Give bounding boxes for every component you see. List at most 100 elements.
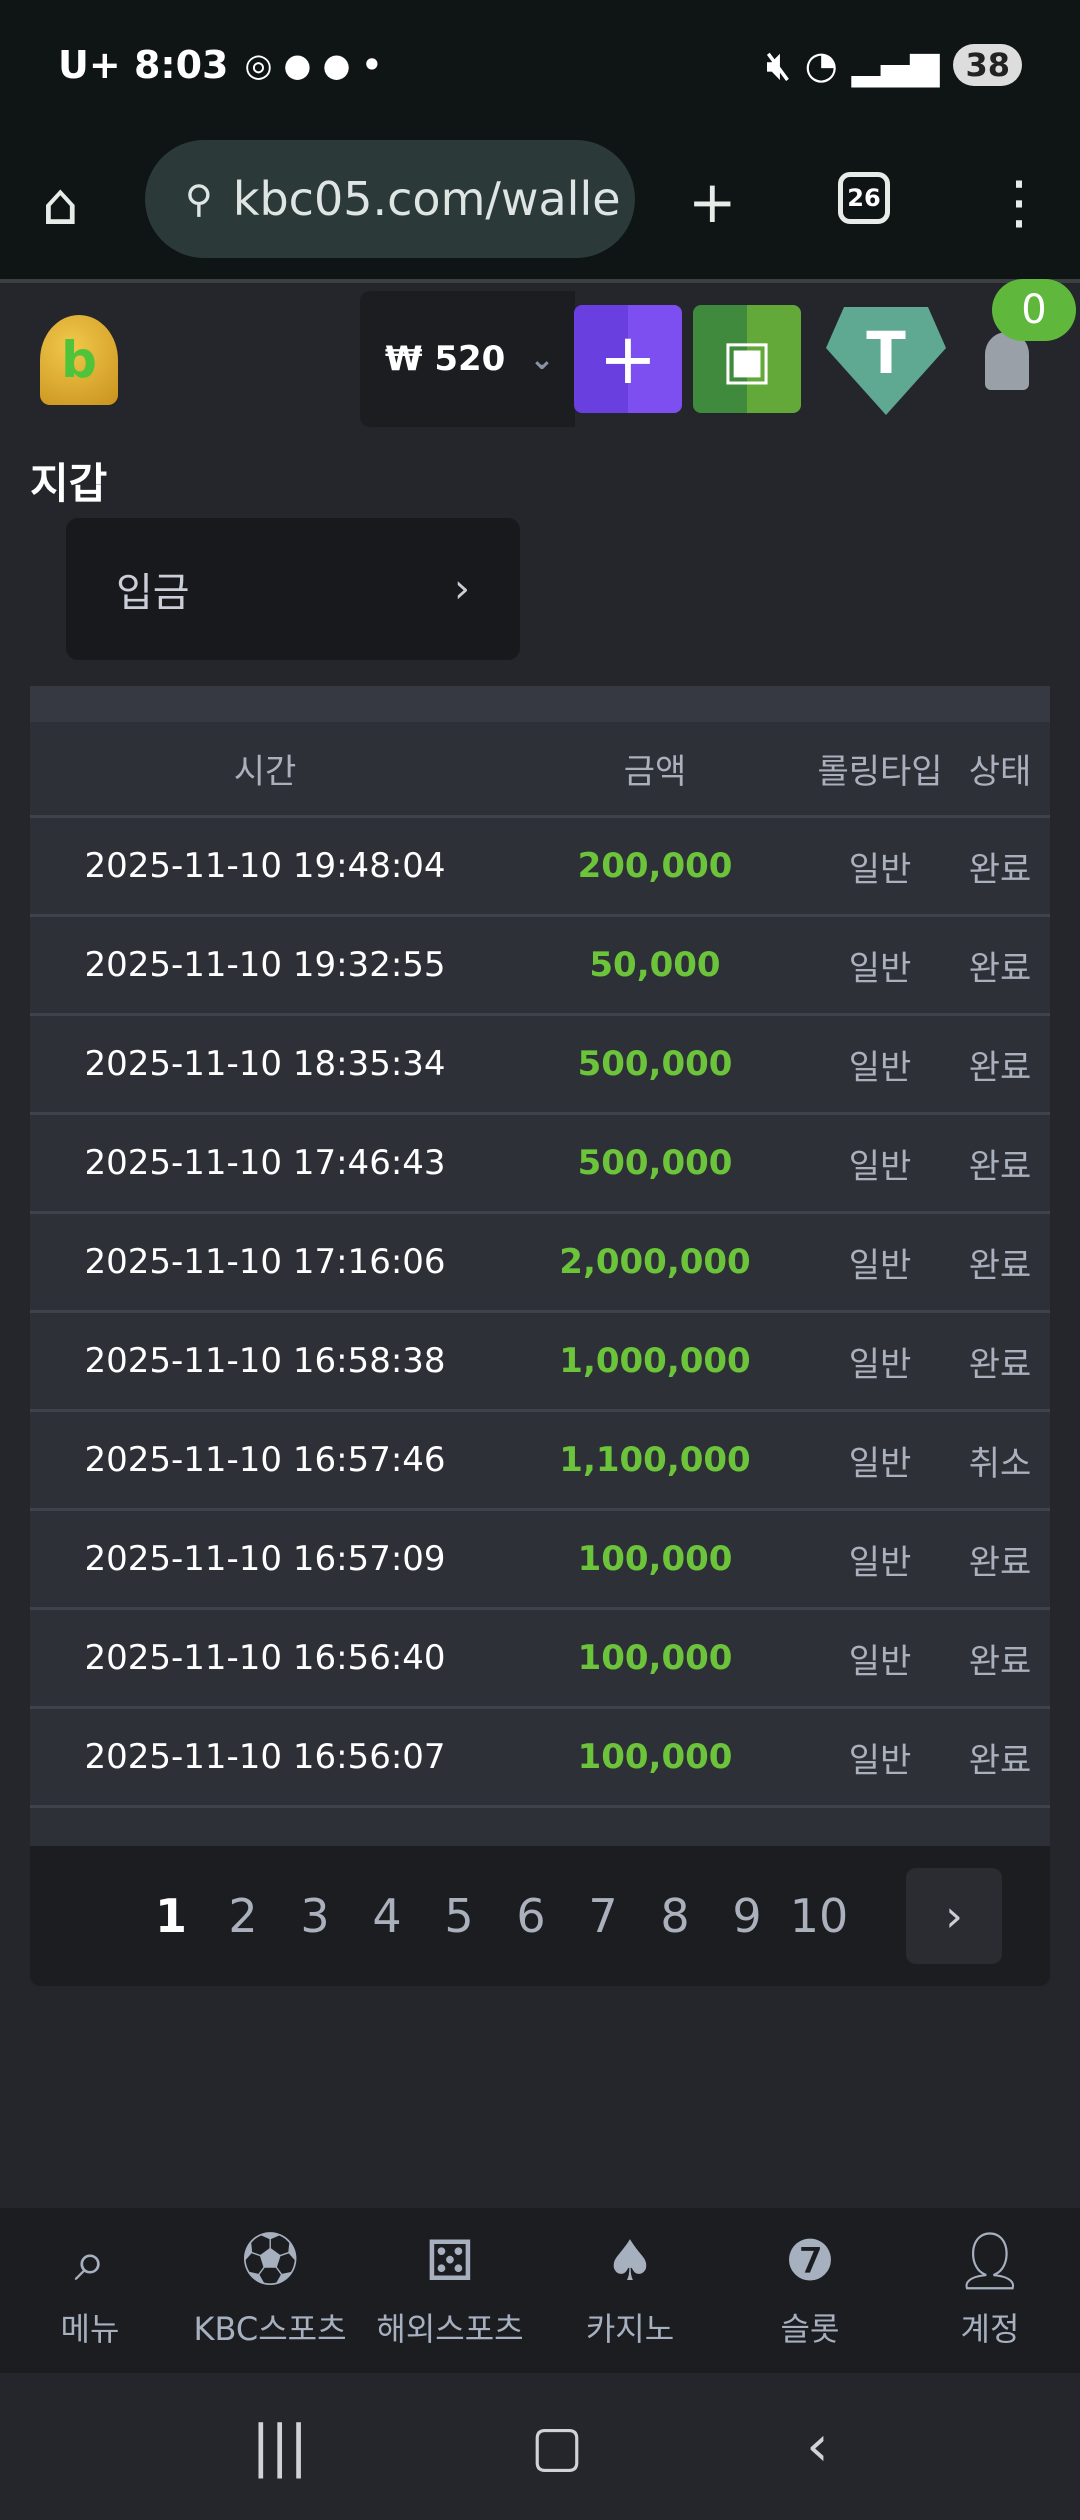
table-row: 2025-11-10 16:58:38 1,000,000 일반 완료 bbox=[30, 1313, 1050, 1412]
new-tab-icon[interactable]: + bbox=[688, 168, 737, 236]
page-9[interactable]: 9 bbox=[732, 1889, 762, 1943]
recents-icon[interactable]: ||| bbox=[251, 2414, 308, 2479]
safe-button[interactable]: ▣ bbox=[693, 305, 801, 413]
cell-time: 2025-11-10 17:16:06 bbox=[84, 1242, 446, 1282]
cell-amount: 200,000 bbox=[577, 846, 733, 886]
slot-icon: ❼ bbox=[784, 2228, 836, 2294]
page-1[interactable]: 1 bbox=[154, 1889, 187, 1943]
cell-time: 2025-11-10 16:57:46 bbox=[84, 1440, 446, 1480]
battery: 38 bbox=[953, 44, 1022, 86]
cell-status: 완료 bbox=[968, 849, 1032, 890]
bell-icon[interactable] bbox=[985, 332, 1029, 390]
balance-value: ₩ 520 bbox=[385, 339, 506, 379]
page-8[interactable]: 8 bbox=[660, 1889, 690, 1943]
page-title: 지갑 bbox=[30, 459, 108, 508]
table-bottom bbox=[30, 1808, 1050, 1848]
cell-time: 2025-11-10 16:56:07 bbox=[84, 1737, 446, 1777]
nav-label: 카지노 bbox=[585, 2309, 675, 2348]
safe-icon: ▣ bbox=[721, 327, 773, 391]
site-logo[interactable]: b bbox=[40, 315, 118, 405]
cell-amount: 100,000 bbox=[577, 1638, 733, 1678]
table-top-strip bbox=[30, 686, 1050, 722]
bottom-nav: ⌕ 메뉴 ⚽︎ KBC스포츠 ⚄ 해외스포츠 ♠ 카지노 ❼ 슬롯 👤︎ 계정 bbox=[0, 2208, 1080, 2373]
header-amount: 금액 bbox=[623, 752, 687, 792]
nav-item-5[interactable]: 👤︎ 계정 bbox=[900, 2208, 1080, 2373]
next-page-button[interactable]: › bbox=[906, 1868, 1002, 1964]
back-icon[interactable]: ‹ bbox=[806, 2414, 829, 2479]
cell-time: 2025-11-10 19:48:04 bbox=[84, 846, 446, 886]
site-settings-icon[interactable]: ⚲ bbox=[185, 177, 213, 221]
status-bar: U+ 8:03 ◎ ● ● • 🔇︎ ◔ ▂▄▆ 38 bbox=[0, 0, 1080, 130]
deposit-label: 입금 bbox=[116, 570, 190, 616]
cell-amount: 1,000,000 bbox=[559, 1341, 751, 1381]
header-rolling-type: 롤링타입 bbox=[817, 752, 943, 792]
table-row: 2025-11-10 17:46:43 500,000 일반 완료 bbox=[30, 1115, 1050, 1214]
address-bar[interactable]: ⚲ kbc05.com/walle bbox=[145, 140, 635, 258]
mute-icon: 🔇︎ bbox=[766, 42, 791, 87]
chevron-right-icon: › bbox=[454, 566, 470, 612]
table-row: 2025-11-10 19:48:04 200,000 일반 완료 bbox=[30, 818, 1050, 917]
cell-time: 2025-11-10 16:58:38 bbox=[84, 1341, 446, 1381]
wifi-icon: ◔ bbox=[804, 43, 838, 87]
page-4[interactable]: 4 bbox=[372, 1889, 402, 1943]
cell-type: 일반 bbox=[848, 1740, 912, 1781]
table-row: 2025-11-10 17:16:06 2,000,000 일반 완료 bbox=[30, 1214, 1050, 1313]
nav-item-0[interactable]: ⌕ 메뉴 bbox=[0, 2208, 180, 2373]
account-icon: 👤︎ bbox=[954, 2228, 1026, 2294]
cell-status: 완료 bbox=[968, 1245, 1032, 1286]
chevron-down-icon: ⌄ bbox=[529, 341, 555, 377]
tether-button[interactable]: T bbox=[826, 307, 946, 415]
table-row: 2025-11-10 16:57:09 100,000 일반 완료 bbox=[30, 1511, 1050, 1610]
cell-status: 완료 bbox=[968, 1344, 1032, 1385]
cell-status: 완료 bbox=[968, 1740, 1032, 1781]
home-button-icon[interactable]: ▢ bbox=[530, 2414, 584, 2479]
table-header: 시간 금액 롤링타입 상태 bbox=[30, 722, 1050, 818]
more-menu-icon[interactable]: ⋮ bbox=[990, 168, 1048, 236]
home-icon[interactable]: ⌂ bbox=[42, 170, 79, 238]
nav-item-1[interactable]: ⚽︎ KBC스포츠 bbox=[180, 2208, 360, 2373]
nav-item-2[interactable]: ⚄ 해외스포츠 bbox=[360, 2208, 540, 2373]
cell-type: 일반 bbox=[848, 1344, 912, 1385]
carrier: U+ bbox=[58, 43, 121, 87]
cell-amount: 100,000 bbox=[577, 1539, 733, 1579]
cell-time: 2025-11-10 16:57:09 bbox=[84, 1539, 446, 1579]
chevron-right-icon: › bbox=[945, 1890, 963, 1942]
tab-switcher[interactable]: 26 bbox=[838, 172, 890, 224]
nav-label: 해외스포츠 bbox=[376, 2309, 524, 2348]
cell-time: 2025-11-10 16:56:40 bbox=[84, 1638, 446, 1678]
cell-type: 일반 bbox=[848, 948, 912, 989]
table-row: 2025-11-10 16:57:46 1,100,000 일반 취소 bbox=[30, 1412, 1050, 1511]
page-2[interactable]: 2 bbox=[228, 1889, 258, 1943]
table-row: 2025-11-10 18:35:34 500,000 일반 완료 bbox=[30, 1016, 1050, 1115]
deposit-plus-button[interactable]: + bbox=[574, 305, 682, 413]
nav-item-4[interactable]: ❼ 슬롯 bbox=[720, 2208, 900, 2373]
cell-type: 일반 bbox=[848, 1047, 912, 1088]
url-text: kbc05.com/walle bbox=[232, 172, 621, 226]
cell-amount: 2,000,000 bbox=[559, 1242, 751, 1282]
cell-time: 2025-11-10 18:35:34 bbox=[84, 1044, 446, 1084]
nav-label: 메뉴 bbox=[60, 2309, 120, 2348]
cell-type: 일반 bbox=[848, 1443, 912, 1484]
cell-time: 2025-11-10 17:46:43 bbox=[84, 1143, 446, 1183]
page-10[interactable]: 10 bbox=[789, 1889, 849, 1943]
page-7[interactable]: 7 bbox=[588, 1889, 618, 1943]
cell-type: 일반 bbox=[848, 849, 912, 890]
notification-icons: ◎ ● ● • bbox=[244, 46, 383, 84]
cell-status: 완료 bbox=[968, 1542, 1032, 1583]
notification-badge: 0 bbox=[992, 279, 1076, 341]
balance-dropdown[interactable]: ₩ 520 ⌄ bbox=[360, 291, 575, 427]
page-5[interactable]: 5 bbox=[444, 1889, 474, 1943]
cell-amount: 50,000 bbox=[589, 945, 721, 985]
nav-item-3[interactable]: ♠ 카지노 bbox=[540, 2208, 720, 2373]
cell-amount: 500,000 bbox=[577, 1044, 733, 1084]
cell-type: 일반 bbox=[848, 1245, 912, 1286]
cell-status: 취소 bbox=[968, 1443, 1032, 1484]
deposit-tab[interactable]: 입금 › bbox=[66, 518, 520, 660]
table-row: 2025-11-10 16:56:40 100,000 일반 완료 bbox=[30, 1610, 1050, 1709]
page-6[interactable]: 6 bbox=[516, 1889, 546, 1943]
cards-icon: ♠ bbox=[604, 2228, 656, 2294]
cell-status: 완료 bbox=[968, 1641, 1032, 1682]
tether-icon: T bbox=[866, 319, 906, 387]
page-3[interactable]: 3 bbox=[300, 1889, 330, 1943]
system-nav-bar: ||| ▢ ‹ bbox=[0, 2373, 1080, 2520]
